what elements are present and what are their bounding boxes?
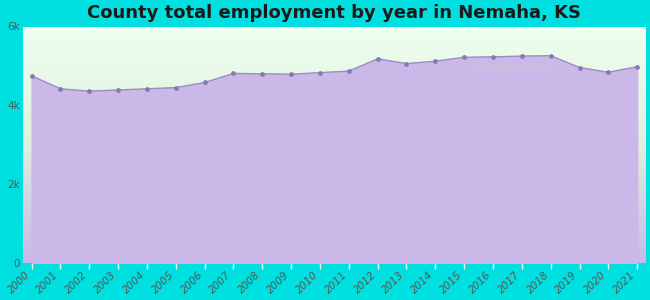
Point: [27, 74, 37, 78]
Point: [55, 86, 66, 91]
Point: [84, 89, 94, 94]
Title: County total employment by year in Nemaha, KS: County total employment by year in Nemah…: [87, 4, 581, 22]
Point: [401, 61, 411, 66]
Point: [286, 72, 296, 76]
Point: [142, 86, 152, 91]
Point: [344, 69, 354, 74]
Point: [257, 71, 268, 76]
Point: [488, 55, 498, 59]
Point: [517, 54, 527, 58]
Point: [575, 65, 585, 70]
Point: [545, 53, 556, 58]
Point: [603, 70, 614, 75]
Point: [459, 55, 469, 60]
Point: [113, 88, 124, 92]
Point: [170, 85, 181, 90]
Point: [315, 70, 325, 75]
Point: [200, 80, 210, 85]
Point: [228, 71, 239, 76]
Text: City-Data.com: City-Data.com: [471, 64, 551, 74]
Point: [632, 64, 642, 69]
Point: [430, 59, 441, 64]
Point: [372, 56, 383, 61]
